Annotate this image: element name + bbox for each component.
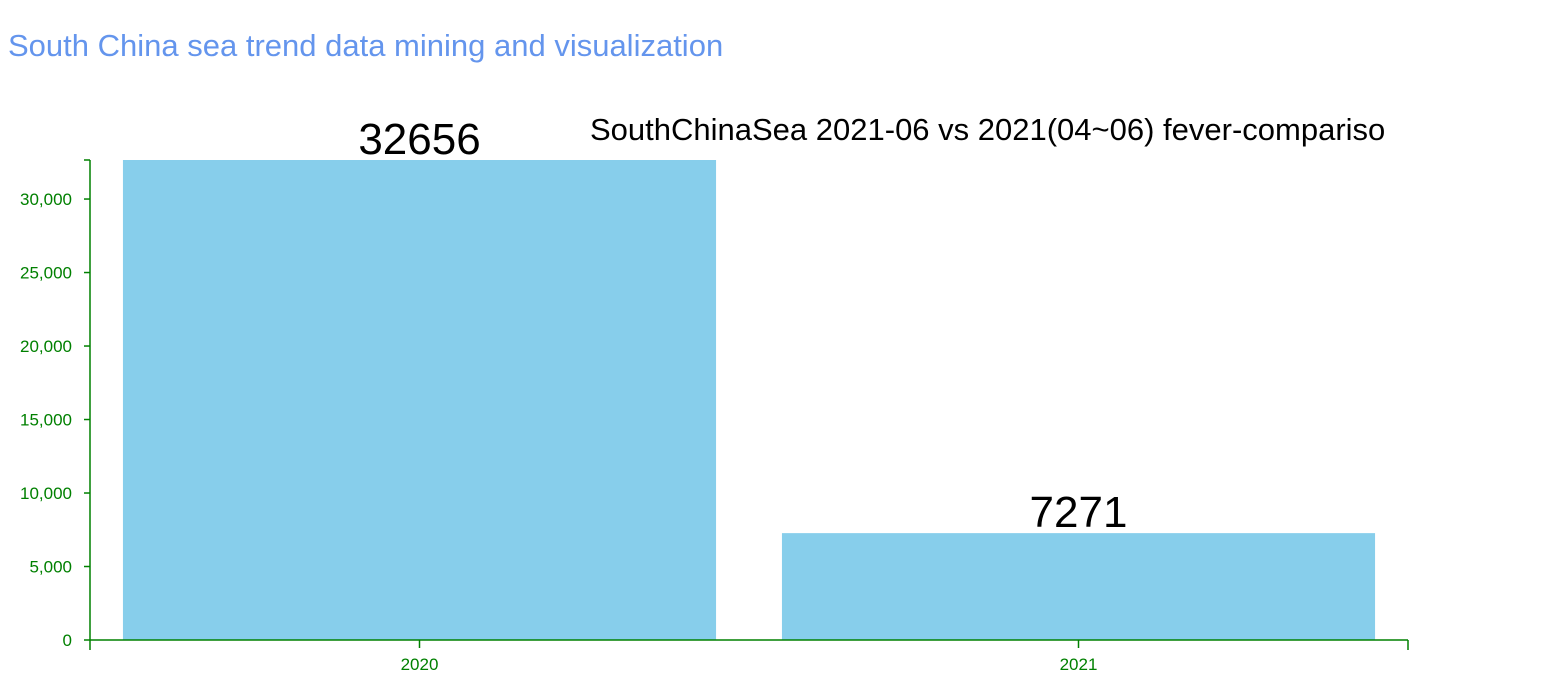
value-labels-layer: 32656 7271 [358,115,1127,537]
y-tick-label: 15,000 [20,411,72,430]
y-tick-label: 30,000 [20,190,72,209]
data-label-2020: 32656 [358,115,480,164]
bars-layer [122,160,1376,640]
chart-title: SouthChinaSea 2021-06 vs 2021(04~06) fev… [590,112,1385,147]
x-axis: 2020 2021 [89,639,1409,674]
x-tick-label: 2020 [401,655,439,674]
y-tick-label: 25,000 [20,264,72,283]
bar-2020 [122,160,717,640]
y-axis: 0 5,000 10,000 15,000 20,000 25,000 30,000 [20,159,91,650]
y-tick-label: 5,000 [29,558,72,577]
page-title: South China sea trend data mining and vi… [8,28,724,63]
bar-2021 [781,533,1376,640]
y-tick-label: 20,000 [20,337,72,356]
data-label-2021: 7271 [1030,488,1128,537]
y-tick-label: 10,000 [20,484,72,503]
x-tick-label: 2021 [1060,655,1098,674]
y-tick-label: 0 [63,631,72,650]
